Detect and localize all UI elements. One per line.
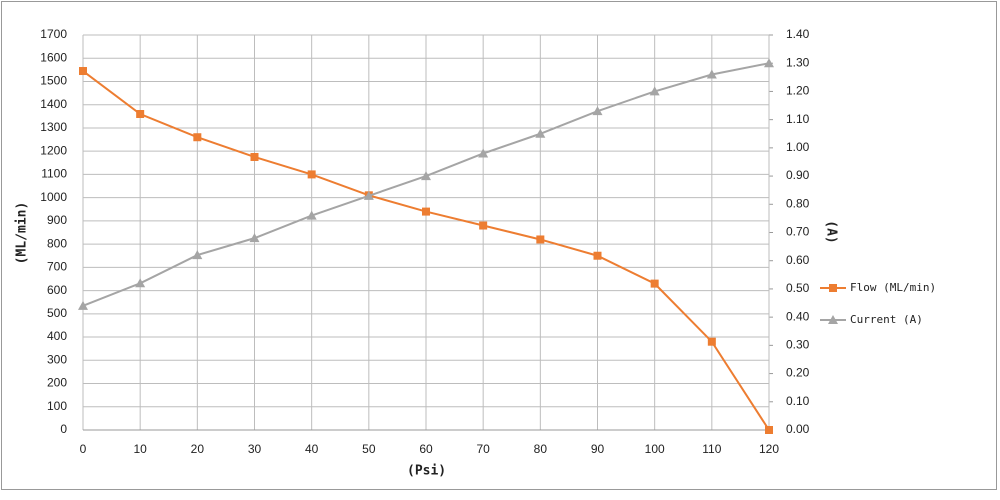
marker [593,251,602,260]
y-tick-label: 1000 [40,190,67,204]
y-tick-label: 1100 [41,167,67,181]
y2-tick-label: 0.60 [786,253,810,267]
marker [707,337,716,346]
x-tick-label: 110 [702,442,721,456]
legend-label: Current (A) [850,313,923,326]
legend-marker [829,284,837,292]
x-tick-label: 40 [305,442,319,456]
x-axis-label: (Psi) [407,464,446,479]
y2-tick-label: 1.00 [786,140,810,154]
x-tick-label: 20 [191,442,205,456]
legend-label: Flow (ML/min) [850,281,936,294]
y-tick-label: 700 [47,260,67,274]
y-axis-label: (ML/min) [15,202,30,265]
y-tick-label: 600 [47,283,67,297]
marker [706,69,717,79]
y-tick-label: 100 [47,399,67,413]
marker [136,110,145,118]
marker [765,426,773,434]
y2-tick-label: 0.10 [786,394,810,408]
x-tick-label: 100 [645,442,665,456]
marker [249,233,260,243]
y-tick-label: 500 [47,306,67,320]
x-tick-label: 120 [759,442,779,456]
y2-tick-label: 1.30 [786,55,810,69]
y-tick-label: 400 [47,329,67,343]
y-tick-label: 900 [47,213,67,227]
y-tick-label: 0 [60,422,67,436]
legend-marker [828,315,838,324]
y2-tick-label: 0.70 [786,225,810,239]
y2-tick-label: 1.20 [786,84,810,98]
marker [650,279,659,288]
y-tick-label: 1400 [40,97,67,111]
marker [478,148,489,158]
x-tick-label: 50 [362,442,376,456]
x-tick-label: 60 [419,442,433,456]
marker [764,58,774,68]
marker [79,67,87,76]
y2-tick-label: 0.90 [786,168,810,182]
y2-tick-label: 0.50 [786,281,810,295]
x-tick-label: 70 [476,442,490,456]
x-tick-label: 90 [591,442,605,456]
y-tick-label: 200 [47,376,67,390]
marker [592,106,603,116]
x-tick-label: 80 [534,442,548,456]
marker [307,170,316,179]
x-tick-label: 30 [248,442,262,456]
marker [422,207,430,216]
y2-tick-label: 0.00 [786,422,810,436]
y2-tick-label: 1.40 [786,27,810,41]
x-tick-label: 0 [80,442,87,456]
y2-tick-label: 0.30 [786,338,810,352]
chart-border [1,1,997,490]
marker [535,128,546,138]
marker [306,210,317,220]
y2-tick-label: 1.10 [786,112,810,126]
marker [192,250,203,260]
marker [78,300,88,310]
y-tick-label: 1300 [40,120,67,134]
marker [135,278,146,288]
marker [421,171,431,181]
x-tick-label: 10 [133,442,147,456]
marker [250,152,259,161]
y-tick-label: 1700 [40,27,67,41]
y2-tick-label: 0.20 [786,366,810,380]
y-tick-label: 300 [47,352,67,366]
y2-axis-label: (A) [824,220,839,243]
y-tick-label: 1600 [40,50,67,64]
y-tick-label: 1500 [40,74,67,88]
y2-tick-label: 0.40 [786,309,810,323]
y-tick-label: 1200 [40,143,67,157]
y-tick-label: 800 [47,236,67,250]
y2-tick-label: 0.80 [786,196,810,210]
marker [363,190,374,200]
marker [479,221,488,230]
marker [649,86,660,96]
marker [193,133,202,142]
marker [536,235,545,244]
